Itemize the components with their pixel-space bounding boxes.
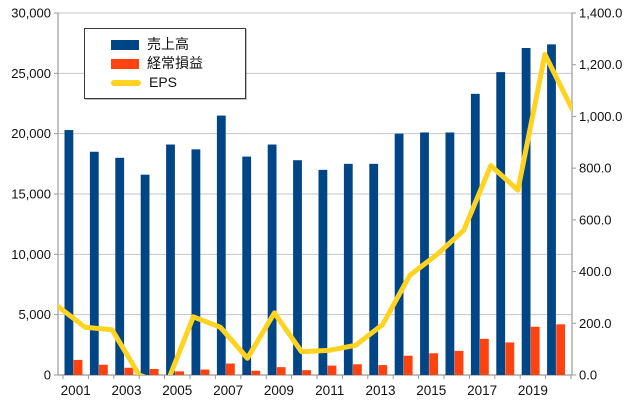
eps-line (58, 51, 572, 375)
profit-bar-2019 (530, 326, 540, 375)
right-axis-tick-label: 200.0 (579, 316, 612, 331)
sales-bar-2004 (140, 174, 150, 375)
chart-legend: 売上高経常損益 EPS (84, 28, 246, 99)
sales-bar-2013 (369, 163, 379, 375)
profit-bar-2013 (378, 365, 388, 375)
right-axis-tick-label: 1,200.0 (579, 57, 622, 72)
sales-bar-2003 (115, 157, 125, 375)
sales-bar-2019 (521, 47, 531, 375)
profit-bar-2011 (327, 365, 337, 375)
profit-bar-2001 (73, 359, 83, 375)
profit-bar-2015 (429, 353, 438, 375)
profit-bar-2005 (175, 371, 184, 375)
sales-bar-2018 (496, 72, 506, 376)
x-axis-tick-label: 2015 (416, 383, 446, 398)
profit-bar-2007 (226, 363, 235, 375)
x-axis-tick-label: 2017 (467, 383, 497, 398)
legend-label: EPS (149, 74, 178, 90)
profit-bar-2018 (505, 342, 515, 375)
sales-bar-2006 (191, 149, 201, 375)
profit-bar-2006 (200, 369, 210, 375)
legend-line-swatch-icon (111, 79, 141, 86)
profit-bar-2012 (353, 364, 362, 375)
left-axis-tick-label: 25,000 (11, 66, 51, 81)
legend-item: EPS (111, 74, 237, 91)
profit-bar-2020 (556, 324, 565, 375)
sales-bar-2010 (293, 160, 302, 375)
left-axis-tick-label: 0 (44, 368, 51, 383)
profit-bar-2004 (149, 368, 159, 375)
right-axis-tick-label: 800.0 (579, 161, 612, 176)
x-axis-tick-label: 2003 (111, 383, 141, 398)
sales-bar-2020 (547, 44, 556, 376)
legend-label: 経常損益 (147, 55, 203, 71)
profit-bar-2010 (302, 370, 311, 375)
profit-bar-2002 (99, 364, 108, 375)
legend-bar-swatch-icon (111, 58, 139, 69)
left-axis-tick-label: 30,000 (11, 6, 51, 21)
x-axis-tick-label: 2001 (61, 383, 91, 398)
profit-bar-2016 (454, 350, 464, 375)
x-axis-tick-label: 2007 (213, 383, 243, 398)
sales-bar-2007 (216, 115, 226, 376)
x-axis-tick-label: 2005 (162, 383, 192, 398)
sales-bar-2001 (64, 130, 74, 375)
x-axis-tick-label: 2011 (315, 383, 344, 398)
left-axis-tick-label: 10,000 (11, 247, 51, 262)
legend-label: 売上高 (147, 36, 189, 52)
x-axis-tick-label: 2019 (518, 383, 548, 398)
left-axis-tick-label: 5,000 (18, 307, 51, 322)
legend-bar-swatch-icon (111, 39, 139, 50)
left-axis-tick-label: 20,000 (11, 126, 51, 141)
sales-bar-2009 (267, 144, 277, 375)
sales-bar-2017 (470, 93, 480, 375)
profit-bar-2014 (403, 355, 413, 375)
right-axis-tick-label: 1,400.0 (579, 6, 622, 21)
sales-bar-2008 (242, 156, 252, 375)
sales-bar-2016 (445, 132, 455, 375)
left-axis-tick-label: 15,000 (11, 187, 51, 202)
sales-bar-2015 (420, 132, 429, 375)
legend-item: 経常損益 (111, 55, 237, 72)
sales-bar-2002 (89, 151, 99, 375)
sales-bar-2012 (343, 163, 353, 375)
profit-bar-2017 (480, 338, 489, 375)
right-axis-tick-label: 600.0 (579, 212, 612, 227)
profit-bar-2008 (251, 370, 261, 375)
right-axis-tick-label: 0.0 (579, 368, 597, 383)
sales-bar-2005 (166, 144, 175, 375)
right-axis-tick-label: 1,000.0 (579, 109, 622, 124)
legend-item: 売上高 (111, 36, 237, 53)
x-axis-tick-label: 2013 (365, 383, 395, 398)
sales-bar-2014 (394, 133, 404, 375)
profit-bar-2009 (276, 367, 286, 375)
profit-bar-2003 (124, 367, 134, 375)
right-axis-tick-label: 400.0 (579, 264, 612, 279)
x-axis-tick-label: 2009 (264, 383, 294, 398)
sales-bar-2011 (318, 169, 328, 375)
